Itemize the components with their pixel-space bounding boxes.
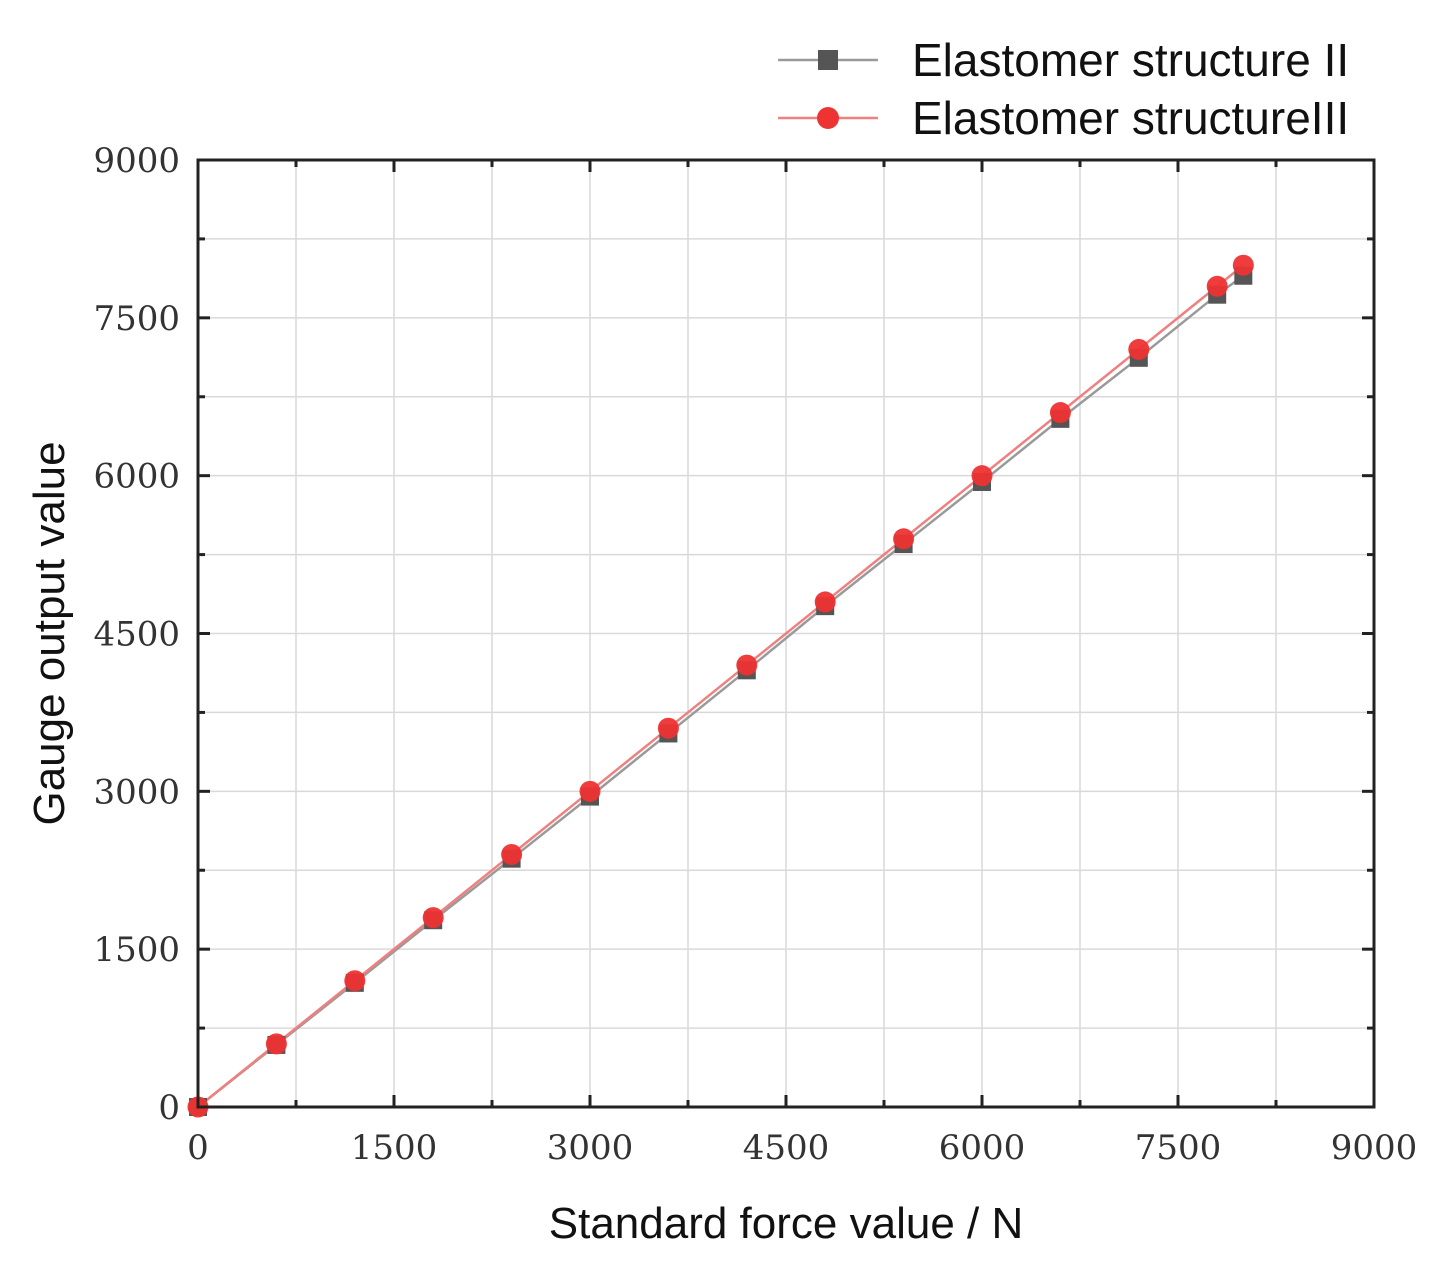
x-tick-label: 4500 xyxy=(743,1128,830,1168)
legend-marker-series-1 xyxy=(818,50,838,70)
x-tick-labels: 0 1500 3000 4500 6000 7500 9000 xyxy=(187,1128,1417,1168)
data-point-series-2 xyxy=(501,843,523,865)
y-tick-label: 4500 xyxy=(93,615,180,655)
data-point-series-2 xyxy=(265,1033,287,1055)
data-point-series-2 xyxy=(893,528,915,550)
data-point-series-2 xyxy=(1232,254,1254,276)
series-markers xyxy=(187,254,1254,1118)
y-tick-label: 1500 xyxy=(93,930,180,970)
legend-marker-series-2 xyxy=(817,107,839,129)
data-point-series-2 xyxy=(1049,402,1071,424)
data-point-series-2 xyxy=(657,717,679,739)
x-tick-label: 1500 xyxy=(351,1128,438,1168)
y-tick-label: 6000 xyxy=(93,457,180,497)
y-tick-label: 3000 xyxy=(93,772,180,812)
y-tick-labels: 0 1500 3000 4500 6000 7500 9000 xyxy=(93,141,180,1128)
x-tick-label: 7500 xyxy=(1135,1128,1222,1168)
x-tick-label: 9000 xyxy=(1331,1128,1418,1168)
data-point-series-2 xyxy=(736,654,758,676)
x-axis-label: Standard force value / N xyxy=(549,1199,1023,1248)
grid xyxy=(198,160,1374,1107)
legend-label-series-2: Elastomer structureIII xyxy=(912,92,1349,144)
data-point-series-2 xyxy=(971,465,993,487)
legend: Elastomer structure II Elastomer structu… xyxy=(778,34,1349,144)
data-point-series-2 xyxy=(1128,338,1150,360)
y-tick-label: 0 xyxy=(158,1088,180,1128)
axis-ticks xyxy=(196,158,1376,1109)
x-tick-label: 3000 xyxy=(547,1128,634,1168)
data-point-series-2 xyxy=(814,591,836,613)
x-tick-label: 0 xyxy=(187,1128,209,1168)
legend-label-series-1: Elastomer structure II xyxy=(912,34,1349,86)
y-axis-label: Gauge output value xyxy=(25,441,74,825)
data-point-series-2 xyxy=(422,907,444,929)
data-point-series-2 xyxy=(579,780,601,802)
data-point-series-2 xyxy=(1206,275,1228,297)
y-tick-label: 7500 xyxy=(93,299,180,339)
x-tick-label: 6000 xyxy=(939,1128,1026,1168)
y-tick-label: 9000 xyxy=(93,141,180,181)
data-point-series-2 xyxy=(344,970,366,992)
